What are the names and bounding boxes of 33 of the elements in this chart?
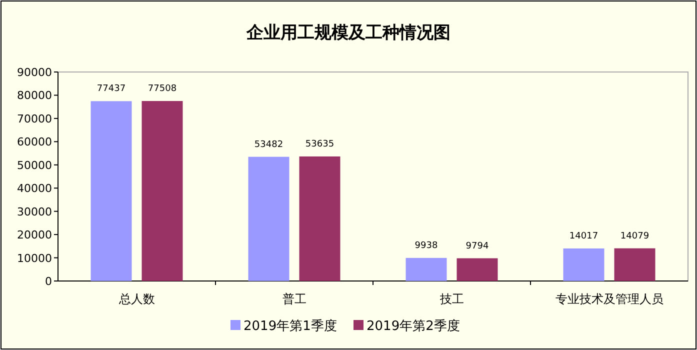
x-tick-label: 技工 [438,292,464,306]
data-label: 53482 [254,140,284,150]
bar [90,101,132,281]
data-label: 53635 [305,139,334,150]
y-tick-label: 90000 [17,66,52,79]
y-tick-label: 0 [45,275,52,288]
bar [614,248,656,281]
y-tick-label: 60000 [17,136,52,149]
y-tick-label: 40000 [17,182,52,196]
data-label: 9794 [466,241,489,252]
bar [248,156,290,281]
legend-label: 2019年第2季度 [366,318,460,334]
y-tick-label: 30000 [17,205,52,218]
y-tick-label: 20000 [17,228,52,242]
data-label: 14017 [569,231,598,242]
bar [456,258,498,281]
legend-label: 2019年第1季度 [244,318,337,334]
y-tick-label: 10000 [17,252,52,265]
data-label: 9938 [414,240,438,251]
y-tick-label: 70000 [17,112,52,126]
bar [299,156,340,281]
x-tick-label: 总人数 [118,292,155,306]
chart-title: 企业用工规模及工种情况图 [246,23,450,43]
bar [563,248,604,281]
data-label: 77437 [96,84,126,94]
data-label: 14079 [620,231,650,242]
bar [406,258,447,281]
data-label: 77508 [148,84,177,94]
x-tick-label: 专业技术及管理人员 [555,292,664,306]
x-tick-label: 普工 [282,292,306,306]
bar [142,101,183,281]
y-tick-label: 80000 [17,89,52,102]
y-tick-label: 50000 [17,158,52,172]
